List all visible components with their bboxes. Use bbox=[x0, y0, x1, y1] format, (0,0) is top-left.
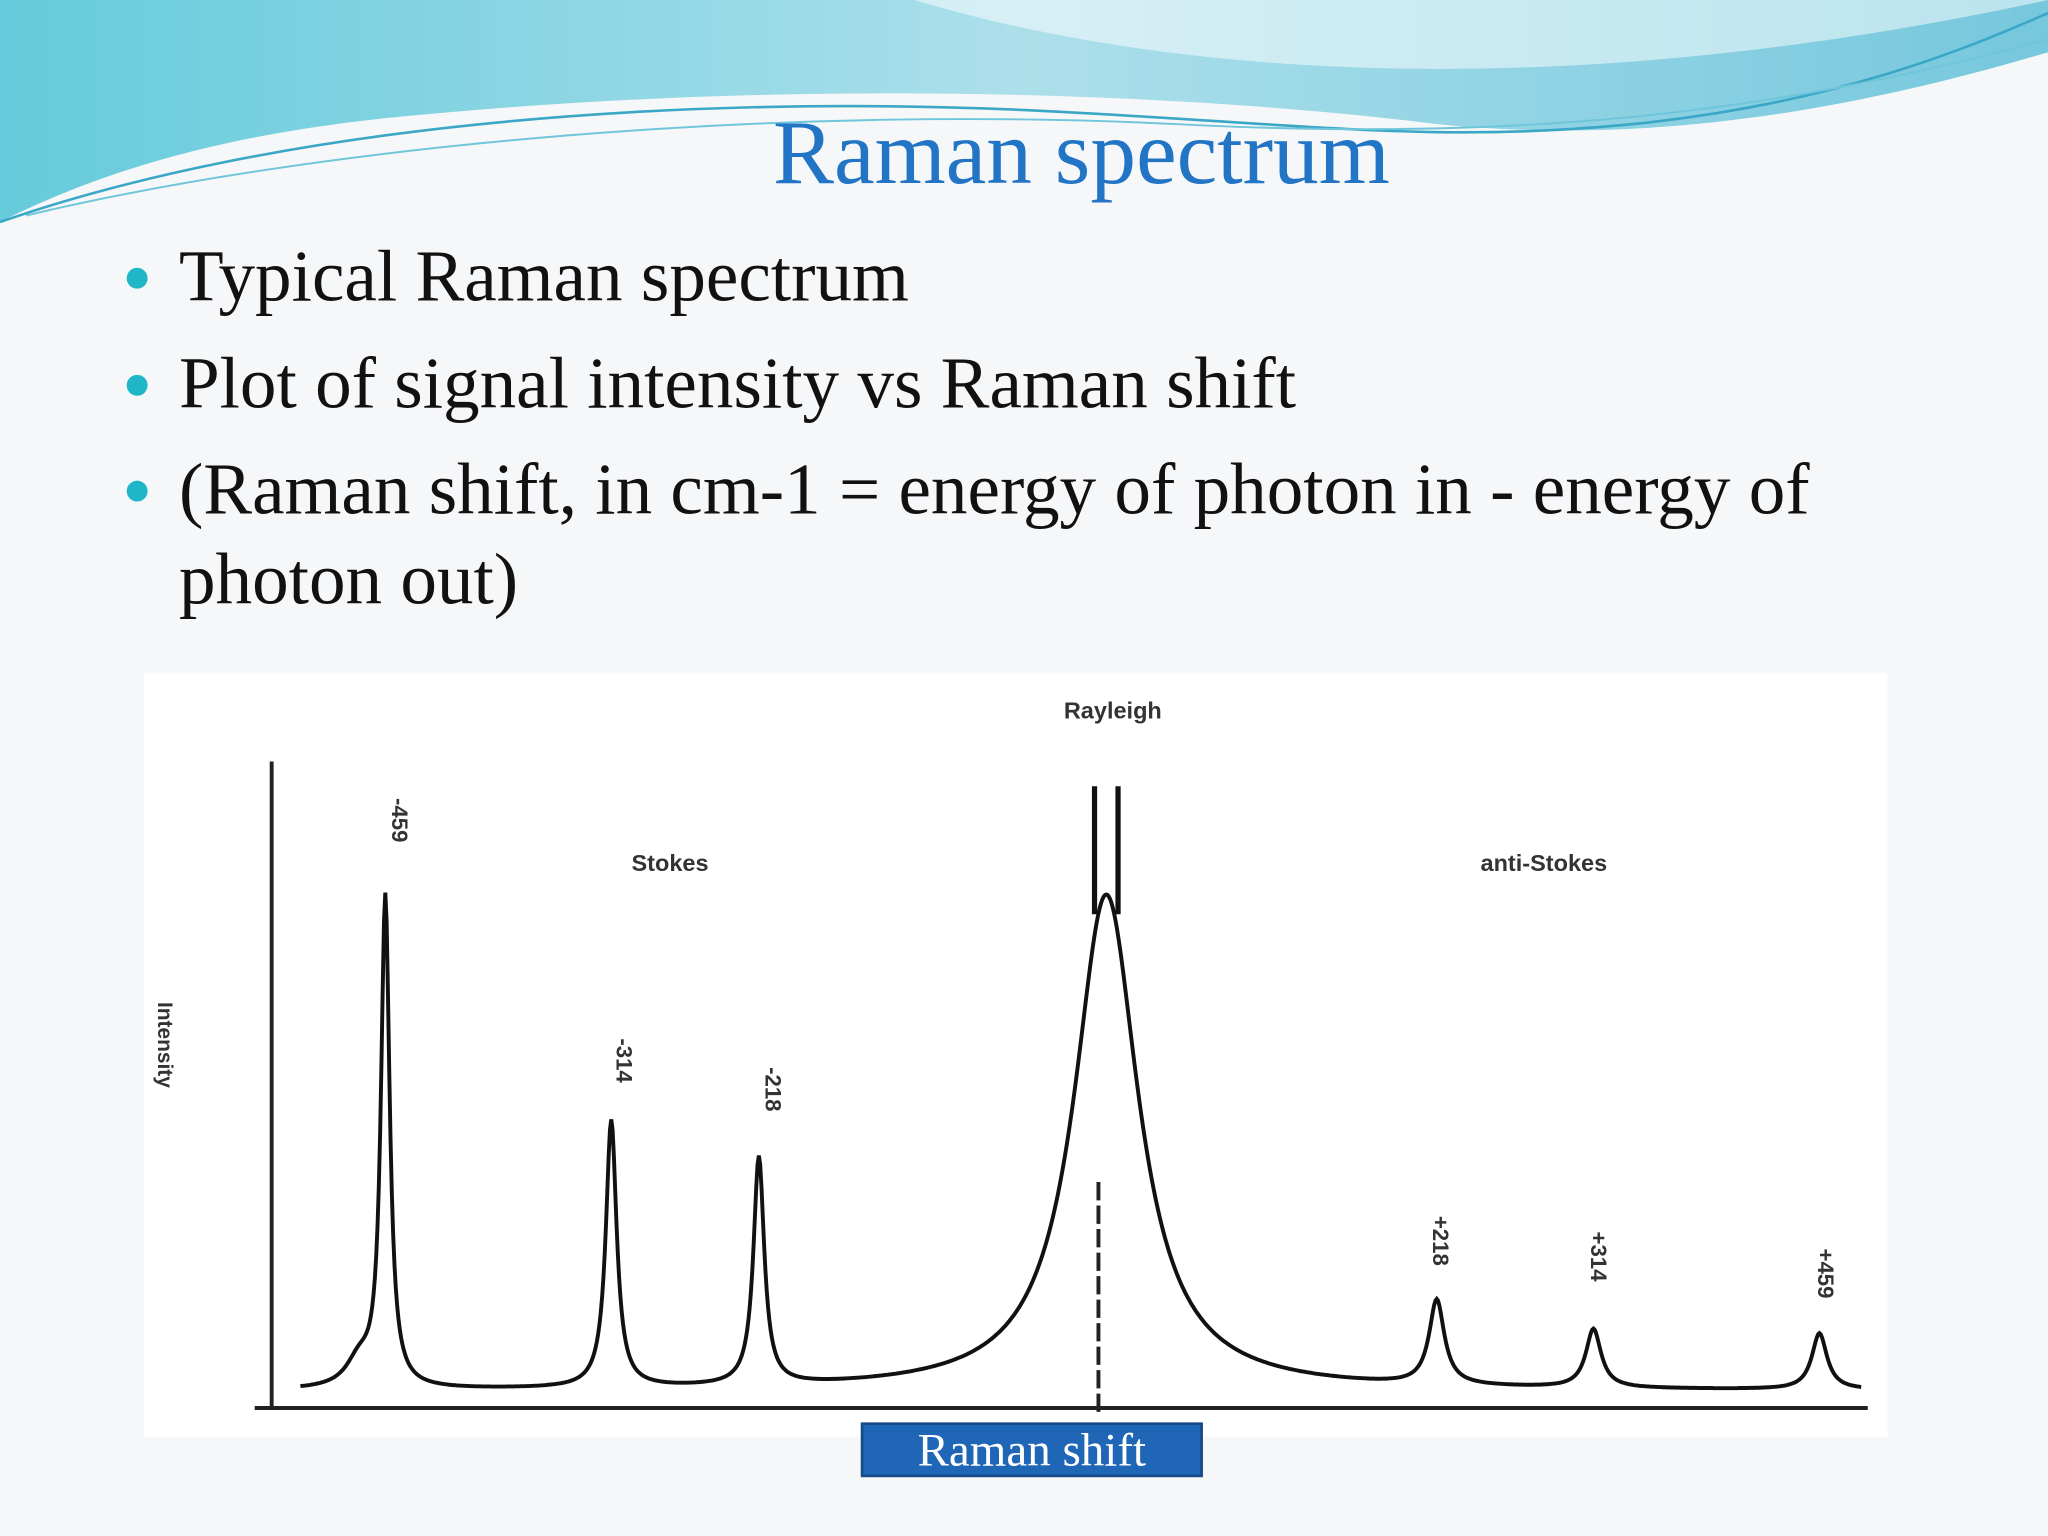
peak-label: -314 bbox=[611, 1038, 636, 1083]
rayleigh-label: Rayleigh bbox=[1064, 697, 1162, 723]
slide-title: Raman spectrum bbox=[773, 102, 1390, 203]
anti-stokes-label: anti-Stokes bbox=[1481, 850, 1608, 876]
bullet-dot bbox=[126, 480, 148, 502]
header-wave bbox=[0, 0, 2048, 224]
figure-background bbox=[143, 672, 1888, 1437]
x-axis-label: Raman shift bbox=[918, 1424, 1147, 1476]
bullet-dot bbox=[126, 374, 148, 396]
peak-label: +218 bbox=[1428, 1216, 1453, 1266]
y-axis-label: Intensity bbox=[153, 1002, 176, 1088]
bullet-text: (Raman shift, in cm-1 = energy of photon… bbox=[179, 448, 1810, 529]
bullets: Typical Raman spectrum Plot of signal in… bbox=[126, 235, 1810, 619]
peak-label: -218 bbox=[760, 1067, 785, 1111]
bullet-dot bbox=[126, 267, 148, 289]
peak-label: -459 bbox=[387, 798, 412, 842]
spectrum-figure: Rayleigh Stokes anti-Stokes Intensity -4… bbox=[143, 672, 1888, 1478]
x-label-box bbox=[860, 1422, 1203, 1478]
bullet-text: Typical Raman spectrum bbox=[179, 235, 909, 316]
bullet-text: photon out) bbox=[179, 538, 518, 619]
bullet-text: Plot of signal intensity vs Raman shift bbox=[179, 343, 1296, 424]
spectrum-curve bbox=[300, 892, 1862, 1391]
stokes-label: Stokes bbox=[632, 850, 709, 876]
peak-labels: -459 -314 -218 +218 +314 +459 bbox=[387, 798, 1838, 1298]
peak-label: +314 bbox=[1586, 1231, 1611, 1282]
peak-label: +459 bbox=[1813, 1248, 1838, 1298]
